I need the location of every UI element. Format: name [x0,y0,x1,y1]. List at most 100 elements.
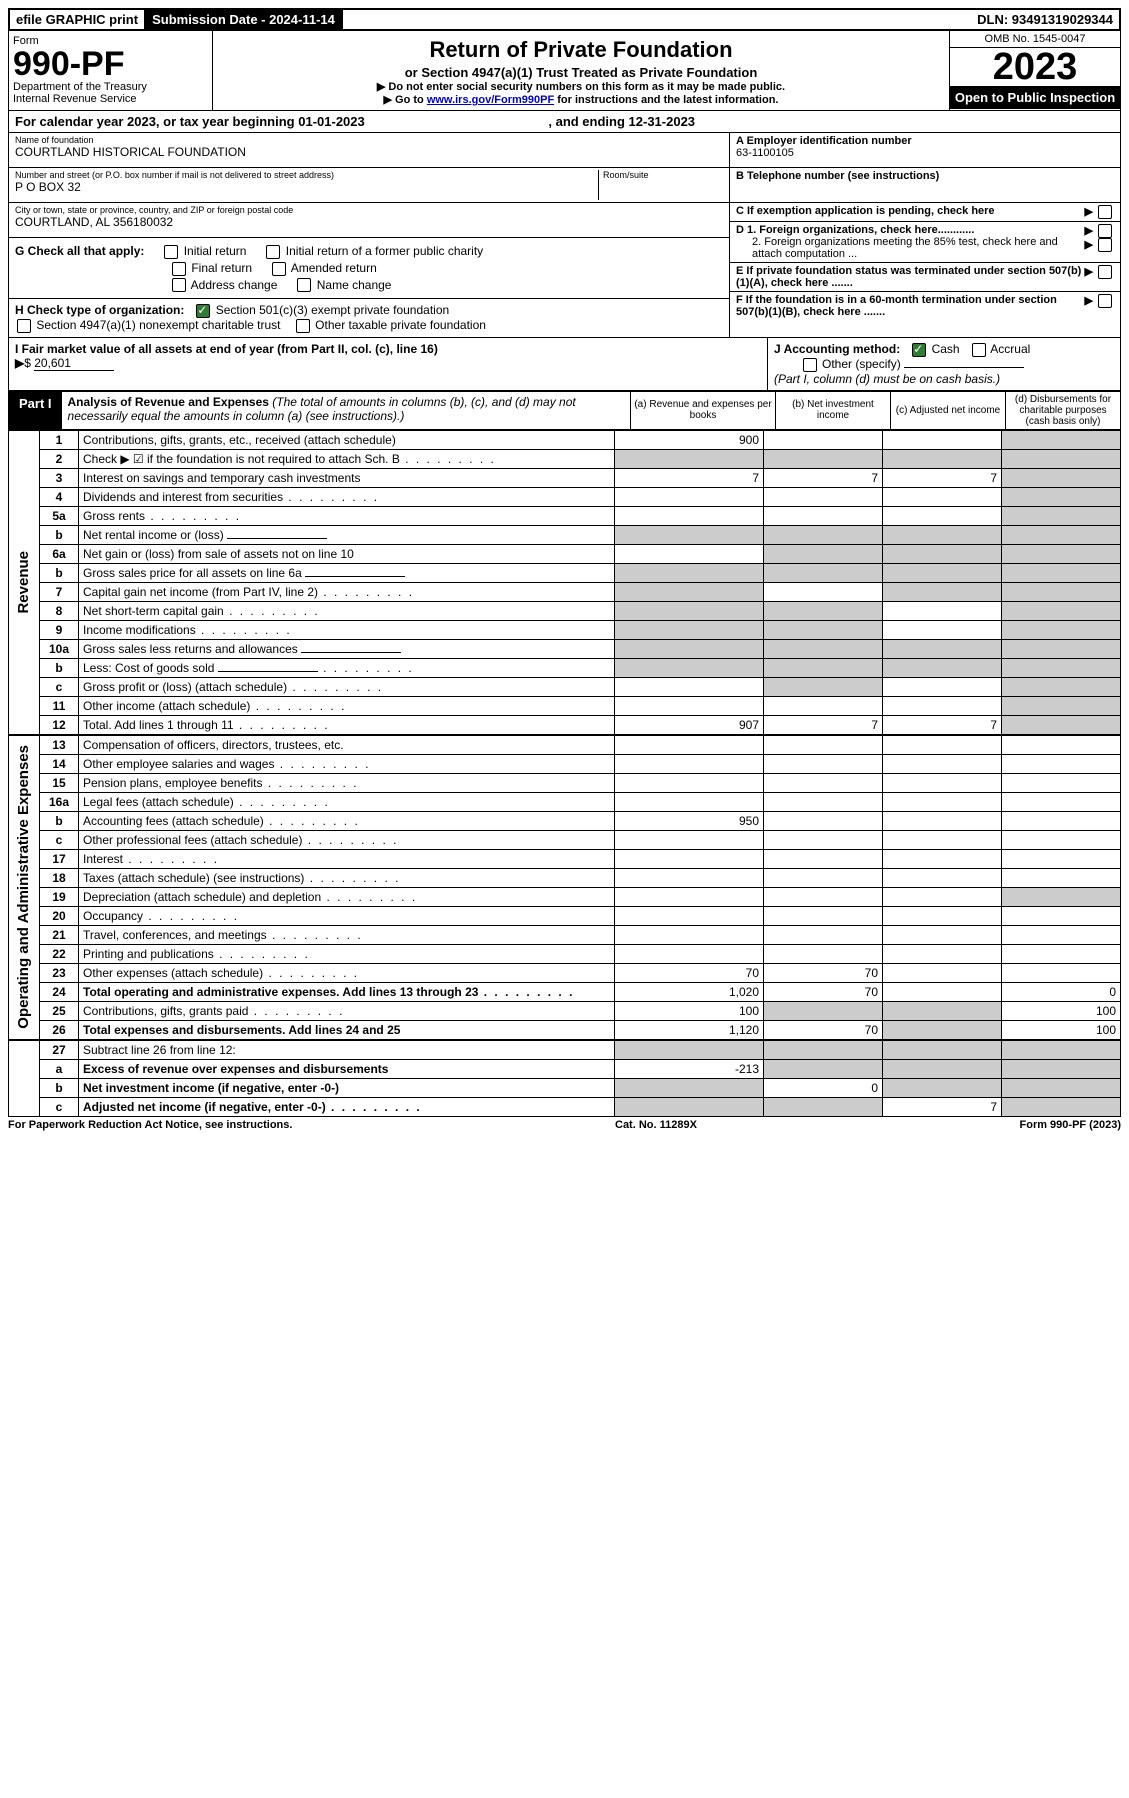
col-a: -213 [615,1059,764,1078]
city: COURTLAND, AL 356180032 [15,215,723,229]
col-b [764,601,883,620]
col-b [764,887,883,906]
col-d: 100 [1002,1020,1121,1039]
row-desc: Occupancy [79,906,615,925]
col-a [615,544,764,563]
tax-year: 2023 [950,48,1120,86]
expense-table: Operating and Administrative Expenses13C… [8,735,1121,1040]
row-num: 11 [40,696,79,715]
row-num: 26 [40,1020,79,1039]
chk-initial[interactable] [164,245,178,259]
row-desc: Net rental income or (loss) [79,525,615,544]
col-c [883,639,1002,658]
g-section: G Check all that apply: Initial return I… [9,238,729,299]
col-c [883,620,1002,639]
chk-accrual[interactable] [972,343,986,357]
ein: 63-1100105 [736,147,1114,159]
chk-501c3[interactable] [196,304,210,318]
col-c: 7 [883,468,1002,487]
col-b [764,430,883,449]
c-label: C If exemption application is pending, c… [736,205,995,217]
row-num: 1 [40,430,79,449]
col-a [615,1078,764,1097]
col-c [883,754,1002,773]
chk-4947[interactable] [17,319,31,333]
chk-namechg[interactable] [297,278,311,292]
row-num: c [40,830,79,849]
col-d [1002,715,1121,734]
col-c [883,887,1002,906]
revenue-table: Revenue1Contributions, gifts, grants, et… [8,430,1121,735]
col-b-head: (b) Net investment income [775,392,890,429]
col-a: 1,020 [615,982,764,1001]
col-b: 7 [764,715,883,734]
chk-addrchg[interactable] [172,278,186,292]
h-section: H Check type of organization: Section 50… [9,299,729,337]
row-num: 8 [40,601,79,620]
open-public: Open to Public Inspection [950,86,1120,109]
row-num: 9 [40,620,79,639]
col-a [615,677,764,696]
row-num: 12 [40,715,79,734]
chk-e[interactable] [1098,265,1112,279]
col-c [883,487,1002,506]
form-subtitle: or Section 4947(a)(1) Trust Treated as P… [217,65,945,80]
chk-final[interactable] [172,262,186,276]
addr: P O BOX 32 [15,180,598,194]
opt-initial-former: Initial return of a former public charit… [286,244,483,258]
entity-block: Name of foundation COURTLAND HISTORICAL … [8,133,1121,338]
chk-d2[interactable] [1098,238,1112,252]
col-a-head: (a) Revenue and expenses per books [630,392,775,429]
d2-label: 2. Foreign organizations meeting the 85%… [736,236,1084,260]
row-desc: Depreciation (attach schedule) and deple… [79,887,615,906]
chk-f[interactable] [1098,294,1112,308]
row-num: 21 [40,925,79,944]
col-a [615,620,764,639]
col-c [883,868,1002,887]
col-b [764,487,883,506]
row-num: a [40,1059,79,1078]
col-a: 950 [615,811,764,830]
col-c [883,696,1002,715]
col-a: 7 [615,468,764,487]
calyear-end: 12-31-2023 [629,114,696,129]
j-note: (Part I, column (d) must be on cash basi… [774,372,1000,386]
row-num: 6a [40,544,79,563]
col-a [615,754,764,773]
chk-other-acct[interactable] [803,358,817,372]
chk-c[interactable] [1098,205,1112,219]
form-number: 990-PF [13,47,208,81]
row-num: 24 [40,982,79,1001]
chk-d1[interactable] [1098,224,1112,238]
col-b [764,563,883,582]
col-d [1002,925,1121,944]
row-desc: Adjusted net income (if negative, enter … [79,1097,615,1116]
form-header: Form 990-PF Department of the Treasury I… [8,31,1121,110]
chk-other-tax[interactable] [296,319,310,333]
col-d [1002,963,1121,982]
row-desc: Accounting fees (attach schedule) [79,811,615,830]
col-d [1002,506,1121,525]
col-a: 900 [615,430,764,449]
chk-amended[interactable] [272,262,286,276]
col-a [615,601,764,620]
row-desc: Dividends and interest from securities [79,487,615,506]
col-c [883,811,1002,830]
col-d [1002,1059,1121,1078]
chk-initial-former[interactable] [266,245,280,259]
chk-cash[interactable] [912,343,926,357]
row-num: 10a [40,639,79,658]
opt-addrchg: Address change [191,278,278,292]
row-num: 16a [40,792,79,811]
row-num: 3 [40,468,79,487]
irs-link[interactable]: www.irs.gov/Form990PF [427,94,554,106]
col-b: 7 [764,468,883,487]
calyear-pre: For calendar year 2023, or tax year begi… [15,114,298,129]
col-b [764,544,883,563]
submission-date: Submission Date - 2024-11-14 [146,10,343,29]
note-2: ▶ Go to www.irs.gov/Form990PF for instru… [217,93,945,106]
col-b [764,639,883,658]
col-c [883,963,1002,982]
row-desc: Excess of revenue over expenses and disb… [79,1059,615,1078]
footer-left: For Paperwork Reduction Act Notice, see … [8,1119,292,1131]
